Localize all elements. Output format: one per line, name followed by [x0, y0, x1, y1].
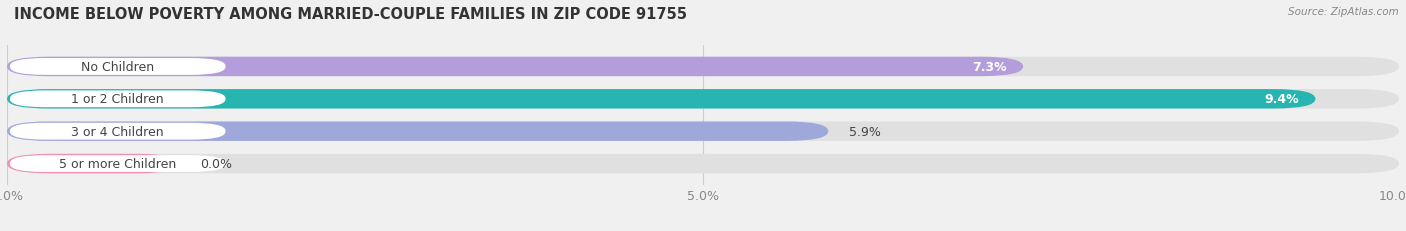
FancyBboxPatch shape — [10, 155, 225, 172]
FancyBboxPatch shape — [10, 123, 225, 140]
FancyBboxPatch shape — [7, 90, 1316, 109]
Text: 5 or more Children: 5 or more Children — [59, 157, 176, 170]
Text: 5.9%: 5.9% — [849, 125, 882, 138]
FancyBboxPatch shape — [10, 91, 225, 108]
Text: 0.0%: 0.0% — [201, 157, 232, 170]
FancyBboxPatch shape — [7, 58, 1024, 77]
FancyBboxPatch shape — [7, 122, 828, 141]
FancyBboxPatch shape — [10, 59, 225, 76]
Text: 1 or 2 Children: 1 or 2 Children — [72, 93, 165, 106]
FancyBboxPatch shape — [7, 154, 180, 173]
FancyBboxPatch shape — [7, 90, 1399, 109]
Text: 3 or 4 Children: 3 or 4 Children — [72, 125, 165, 138]
FancyBboxPatch shape — [7, 58, 1399, 77]
Text: 9.4%: 9.4% — [1264, 93, 1299, 106]
Text: INCOME BELOW POVERTY AMONG MARRIED-COUPLE FAMILIES IN ZIP CODE 91755: INCOME BELOW POVERTY AMONG MARRIED-COUPL… — [14, 7, 688, 22]
Text: 7.3%: 7.3% — [972, 61, 1007, 74]
FancyBboxPatch shape — [7, 122, 1399, 141]
Text: No Children: No Children — [82, 61, 155, 74]
Text: Source: ZipAtlas.com: Source: ZipAtlas.com — [1288, 7, 1399, 17]
FancyBboxPatch shape — [7, 154, 1399, 173]
